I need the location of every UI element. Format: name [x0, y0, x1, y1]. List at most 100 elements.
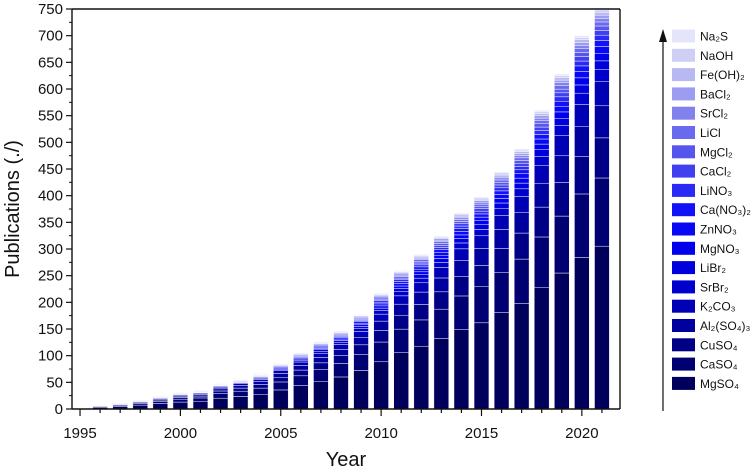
bar-segment [574, 193, 590, 258]
bar-segment [574, 45, 590, 49]
bar-segment [353, 322, 369, 326]
bar-segment [554, 182, 570, 217]
bar-1997 [112, 402, 128, 410]
bar-2001 [192, 389, 209, 410]
bar-segment [453, 276, 470, 297]
bar-segment [373, 303, 389, 307]
x-tick-label: 2015 [465, 425, 498, 442]
bar-segment [493, 207, 510, 216]
bar-segment [534, 126, 550, 131]
legend-item: SrCl₂ [672, 106, 728, 121]
bar-segment [493, 202, 510, 209]
legend-label: NaOH [700, 49, 733, 63]
bar-2008 [333, 329, 349, 410]
bar-segment [393, 352, 409, 410]
bar-segment [433, 243, 450, 246]
bar-segment [373, 330, 389, 343]
bar-segment [393, 276, 409, 279]
bar-2006 [293, 351, 309, 410]
bar-segment [574, 104, 590, 127]
legend-item: LiBr₂ [672, 261, 726, 275]
legend-swatch [672, 145, 695, 159]
y-tick-label: 0 [55, 401, 63, 418]
bar-segment [594, 14, 610, 19]
bar-segment [393, 288, 409, 292]
bar-segment [393, 291, 409, 297]
legend-item: Ca(NO₃)₂ [672, 203, 751, 217]
y-tick-label: 50 [46, 374, 63, 391]
bar-segment [574, 52, 590, 57]
bar-segment [554, 75, 570, 78]
bar-segment [513, 173, 530, 179]
bar-segment [473, 213, 490, 218]
bar-segment [393, 281, 409, 284]
y-tick-label: 300 [38, 241, 63, 258]
y-tick-label: 700 [38, 28, 63, 45]
bar-segment [534, 287, 550, 410]
bar-segment [513, 163, 530, 167]
bar-segment [433, 239, 450, 242]
legend-arrow [659, 29, 667, 411]
x-ticks: 1995 2000 2005 2010 2015 2020 [63, 409, 603, 442]
legend-swatch [672, 280, 695, 294]
x-axis-title: Year [326, 449, 367, 471]
y-tick-label: 400 [38, 188, 63, 205]
bar-segment [534, 113, 550, 116]
bar-segment [453, 242, 470, 250]
bar-segment [594, 9, 610, 13]
bar-segment [453, 217, 470, 220]
legend-swatch [672, 87, 695, 101]
bar-segment [473, 203, 490, 207]
bar-segment [513, 258, 530, 304]
legend-swatch [672, 241, 695, 255]
bar-segment [574, 56, 590, 62]
bar-segment [513, 155, 530, 159]
bar-segment [473, 286, 490, 324]
legend-label: CaSO₄ [700, 358, 738, 372]
bar-segment [554, 88, 570, 94]
legend-label: CuSO₄ [700, 338, 738, 352]
y-tick-label: 350 [38, 214, 63, 231]
bar-segment [433, 338, 450, 410]
legend-label: K₂CO₃ [700, 300, 736, 314]
bar-segment [493, 194, 510, 199]
bar-segment [453, 231, 470, 236]
legend-item: MgSO₄ [672, 376, 739, 391]
bar-2017 [513, 148, 530, 410]
x-tick-label: 2010 [364, 425, 397, 442]
bar-segment [473, 220, 490, 225]
bar-segment [273, 389, 289, 410]
bar-segment [554, 82, 570, 87]
bar-segment [212, 387, 229, 390]
bar-segment [433, 258, 450, 263]
bar-segment [313, 369, 329, 382]
bar-2007 [313, 340, 329, 410]
bar-segment [433, 252, 450, 256]
bar-segment [172, 397, 189, 400]
bar-segment [513, 151, 530, 154]
bars-layer [92, 7, 610, 410]
legend-item: LiCl [672, 126, 721, 140]
bar-segment [373, 310, 389, 315]
bar-segment [554, 100, 570, 107]
bar-segment [453, 248, 470, 261]
bar-segment [353, 324, 369, 327]
bar-segment [172, 401, 189, 410]
legend-swatch [672, 319, 695, 332]
bar-segment [534, 156, 550, 166]
bar-segment [493, 182, 510, 186]
legend-label: MgNO₃ [700, 242, 740, 256]
bar-segment [534, 123, 550, 128]
bar-segment [373, 300, 389, 303]
bar-segment [554, 111, 570, 119]
bar-segment [534, 110, 550, 113]
legend-item: MgNO₃ [672, 241, 740, 256]
bar-segment [554, 85, 570, 90]
bar-segment [594, 81, 610, 107]
bar-segment [413, 262, 429, 266]
legend-swatch [672, 68, 695, 82]
bar-segment [574, 77, 590, 86]
bar-segment [393, 303, 409, 316]
y-tick-label: 600 [38, 81, 63, 98]
bar-segment [554, 96, 570, 102]
